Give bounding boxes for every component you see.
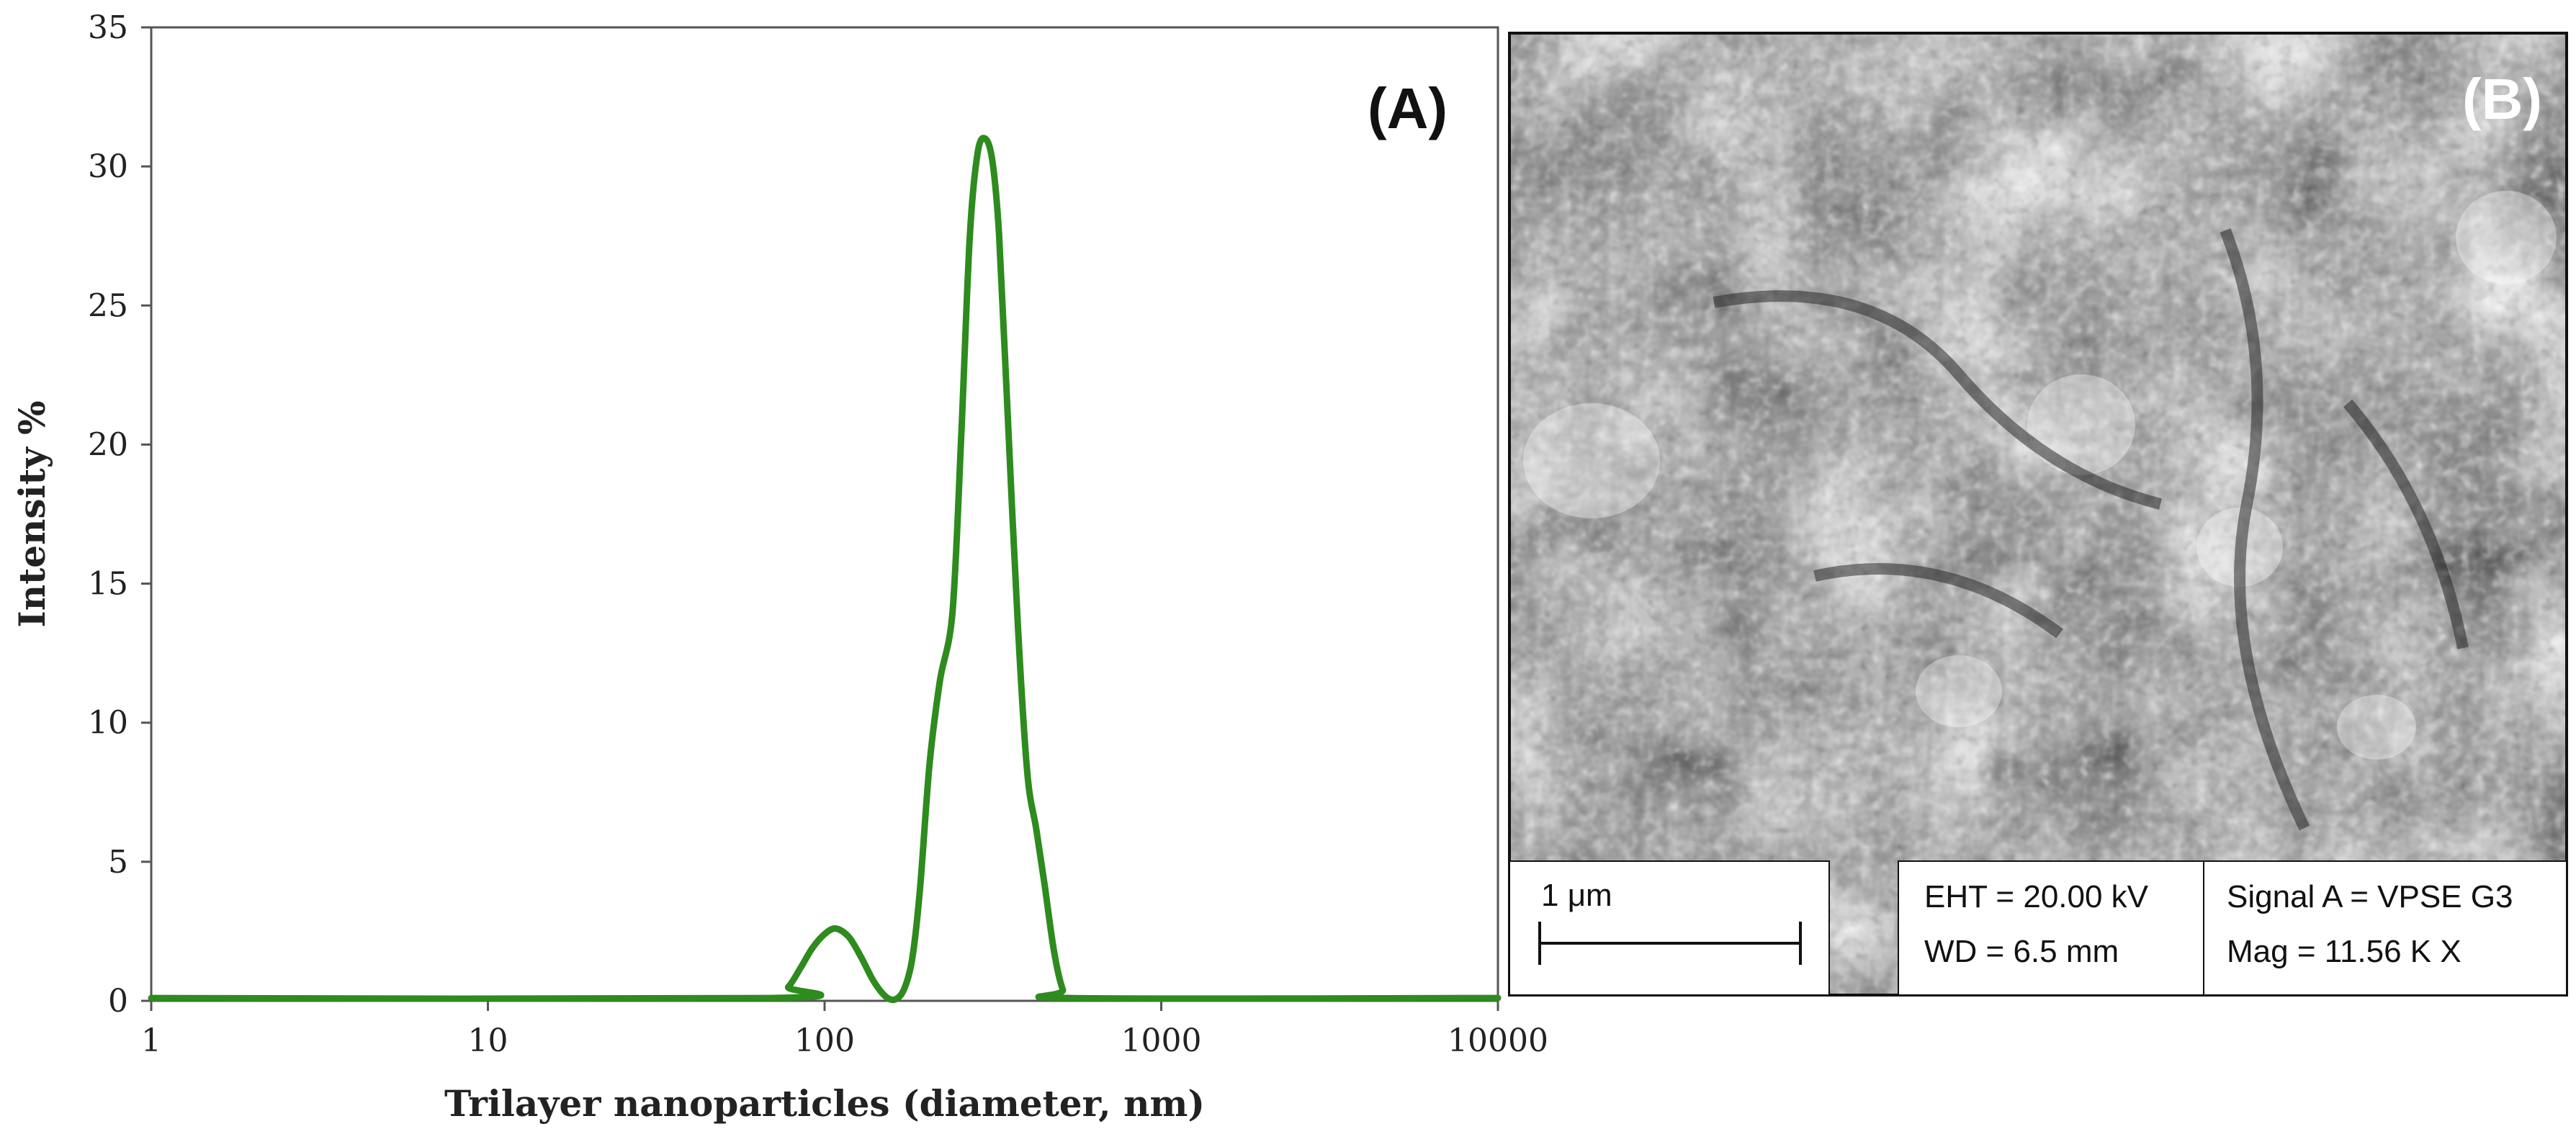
scale-bar-label: 1 μm — [1541, 878, 1612, 913]
panel-label-b: (B) — [2462, 67, 2542, 131]
eht-text: EHT = 20.00 kV — [1924, 879, 2149, 914]
wd-text: WD = 6.5 mm — [1924, 934, 2119, 969]
sem-grain-highlights — [1523, 191, 2557, 760]
y-tick-label: 10 — [88, 705, 128, 742]
x-axis: 1 10 100 1000 10000 — [141, 1001, 1548, 1059]
y-tick-label: 30 — [88, 148, 128, 185]
sem-info-bar: 1 μm EHT = 20.00 kV WD = 6.5 mm Signal A… — [1509, 860, 2567, 996]
x-tick-label: 10 — [468, 1022, 508, 1059]
x-tick-label: 1 — [141, 1022, 161, 1059]
signal-text: Signal A = VPSE G3 — [2227, 879, 2513, 914]
y-tick-label: 0 — [108, 983, 128, 1020]
scale-bar-box — [1509, 860, 1830, 996]
panel-label-a: (A) — [1368, 76, 1448, 140]
intensity-series-line — [148, 135, 1502, 1004]
y-tick-label: 25 — [88, 287, 128, 324]
y-tick-label: 35 — [88, 9, 128, 46]
sem-grain-boundaries — [1713, 228, 2469, 831]
plot-frame — [150, 26, 1499, 1002]
signal-mag-box — [2203, 860, 2567, 996]
x-axis-title: Trilayer nanoparticles (diameter, nm) — [444, 1082, 1205, 1125]
y-tick-label: 5 — [108, 844, 128, 881]
size-distribution-chart: 0 5 10 15 20 25 30 35 1 10 100 1000 10000 (A) Trila… — [11, 9, 1548, 1125]
eht-wd-box — [1898, 860, 2204, 996]
sem-micrograph-panel: (B) 1 μm EHT = 20.00 kV WD = 6.5 mm Sign… — [1508, 32, 2568, 997]
mag-text: Mag = 11.56 K X — [2227, 934, 2461, 969]
y-tick-label: 15 — [88, 566, 128, 603]
x-tick-label: 10000 — [1448, 1022, 1548, 1059]
x-tick-label: 100 — [794, 1022, 855, 1059]
x-tick-label: 1000 — [1121, 1022, 1202, 1059]
sem-image — [1509, 33, 2567, 995]
y-tick-label: 20 — [88, 426, 128, 463]
y-axis: 0 5 10 15 20 25 30 35 — [88, 9, 151, 1020]
y-axis-title: Intensity % — [11, 400, 53, 627]
